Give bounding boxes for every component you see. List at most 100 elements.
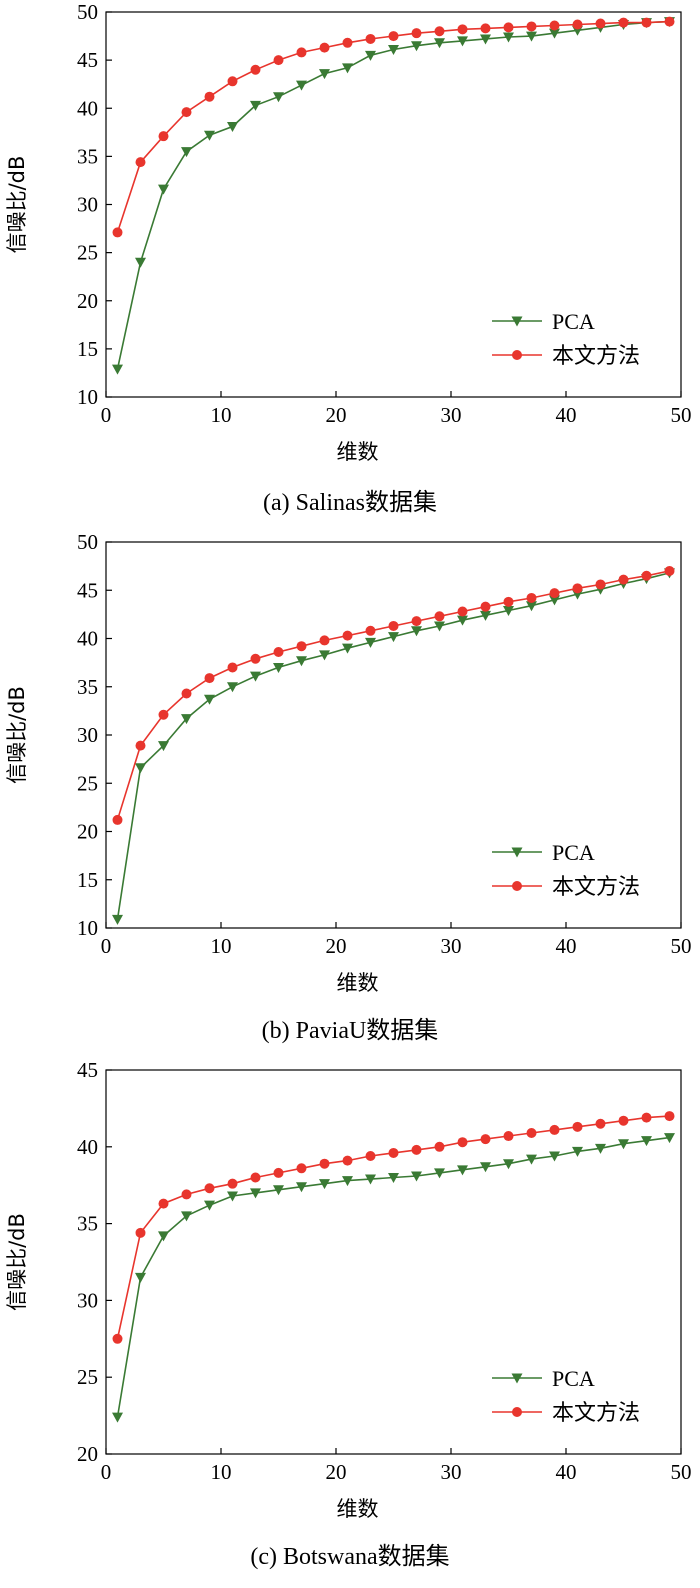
data-point <box>388 1147 399 1158</box>
y-tick-label: 20 <box>77 289 98 313</box>
x-axis-label: 维数 <box>337 1497 379 1521</box>
data-point <box>434 26 445 37</box>
data-point <box>112 1412 123 1423</box>
data-point <box>434 1168 445 1179</box>
data-point <box>319 69 330 80</box>
y-tick-label: 25 <box>77 241 98 265</box>
legend-label: PCA <box>552 309 595 334</box>
data-point <box>365 1151 376 1162</box>
data-point <box>618 1139 629 1150</box>
data-point <box>388 620 399 631</box>
data-point <box>342 63 353 74</box>
data-point <box>227 122 238 133</box>
data-point <box>618 1115 629 1126</box>
data-point <box>503 32 514 43</box>
data-point <box>135 157 146 168</box>
data-point <box>250 1172 261 1183</box>
data-point <box>526 31 537 42</box>
data-point <box>158 131 169 142</box>
legend-label: 本文方法 <box>552 875 640 900</box>
y-tick-label: 30 <box>77 1288 98 1312</box>
data-point <box>572 19 583 30</box>
data-point <box>135 740 146 751</box>
chart-svg-salinas: 0 10 20 30 40 50101520253035404550维数信噪比/dBPCA… <box>5 0 692 464</box>
y-tick-label: 15 <box>77 337 98 361</box>
y-tick-label: 40 <box>77 1135 98 1159</box>
plot-frame <box>105 11 682 398</box>
chart-svg-paviau: 0 10 20 30 40 50101520253035404550维数信噪比/dBPCA… <box>5 530 692 995</box>
x-tick-label: 20 <box>326 1460 347 1484</box>
y-tick-label: 20 <box>77 820 98 844</box>
data-point <box>434 38 445 49</box>
data-point <box>365 33 376 44</box>
data-point <box>204 1200 215 1211</box>
y-tick-label: 35 <box>77 144 98 168</box>
data-point <box>158 709 169 720</box>
data-point <box>411 626 422 637</box>
data-point <box>135 257 146 268</box>
data-point <box>457 606 468 617</box>
x-tick-label: 0 <box>101 934 112 958</box>
legend-marker <box>511 1373 523 1384</box>
x-tick-label: 0 <box>101 403 112 427</box>
x-tick-label: 0 <box>101 1460 112 1484</box>
y-tick-label: 40 <box>77 96 98 120</box>
data-point <box>480 1162 491 1173</box>
data-point <box>273 55 284 66</box>
legend-label: 本文方法 <box>552 1401 640 1426</box>
data-point <box>112 227 123 238</box>
data-point <box>595 1118 606 1129</box>
data-point <box>388 632 399 643</box>
data-point <box>503 22 514 33</box>
y-tick-label: 30 <box>77 193 98 217</box>
data-point <box>664 1133 675 1144</box>
data-point <box>526 1127 537 1138</box>
data-point <box>204 1183 215 1194</box>
data-point <box>273 1185 284 1196</box>
data-point <box>342 1176 353 1187</box>
y-tick-label: 45 <box>77 578 98 602</box>
data-point <box>319 650 330 661</box>
data-point <box>388 45 399 56</box>
x-tick-label: 30 <box>441 1460 462 1484</box>
chart-panel-botswana: 0 10 20 30 40 50 20 25 30 35 40 45 维数 信噪比/dB PCA 本文方法 (… <box>0 1056 700 1588</box>
x-tick-label: 40 <box>556 934 577 958</box>
data-point <box>112 1333 123 1344</box>
y-axis-label: 信噪比/dB <box>5 156 29 254</box>
data-point <box>250 671 261 682</box>
y-tick-label: 15 <box>77 868 98 892</box>
data-point <box>181 107 192 118</box>
data-point <box>181 714 192 725</box>
legend-marker <box>512 881 522 891</box>
y-tick-label: 50 <box>77 530 98 554</box>
data-point <box>457 36 468 47</box>
data-point <box>434 611 445 622</box>
y-tick-label: 25 <box>77 1365 98 1389</box>
series-line <box>116 570 670 821</box>
data-point <box>273 647 284 658</box>
data-point <box>480 610 491 621</box>
data-point <box>549 595 560 606</box>
y-tick-label: 40 <box>77 627 98 651</box>
y-tick-label: 35 <box>77 1212 98 1236</box>
data-point <box>181 1189 192 1200</box>
data-point <box>365 1174 376 1185</box>
data-point <box>503 1131 514 1142</box>
data-point <box>135 1227 146 1238</box>
data-point <box>227 682 238 693</box>
data-point <box>411 1171 422 1182</box>
data-point <box>503 596 514 607</box>
data-point <box>503 606 514 617</box>
legend-marker <box>512 350 522 360</box>
chart-svg-botswana: 0 10 20 30 40 50 20 25 30 35 40 45 维数 信噪比/dB PCA 本文方法 <box>5 1058 692 1521</box>
data-point <box>181 688 192 699</box>
data-point <box>227 1191 238 1202</box>
data-point <box>641 570 652 581</box>
data-point <box>296 47 307 58</box>
x-tick-label: 30 <box>441 403 462 427</box>
x-tick-label: 20 <box>326 934 347 958</box>
data-point <box>526 592 537 603</box>
y-tick-label: 30 <box>77 723 98 747</box>
data-point <box>227 76 238 87</box>
data-point <box>319 42 330 53</box>
